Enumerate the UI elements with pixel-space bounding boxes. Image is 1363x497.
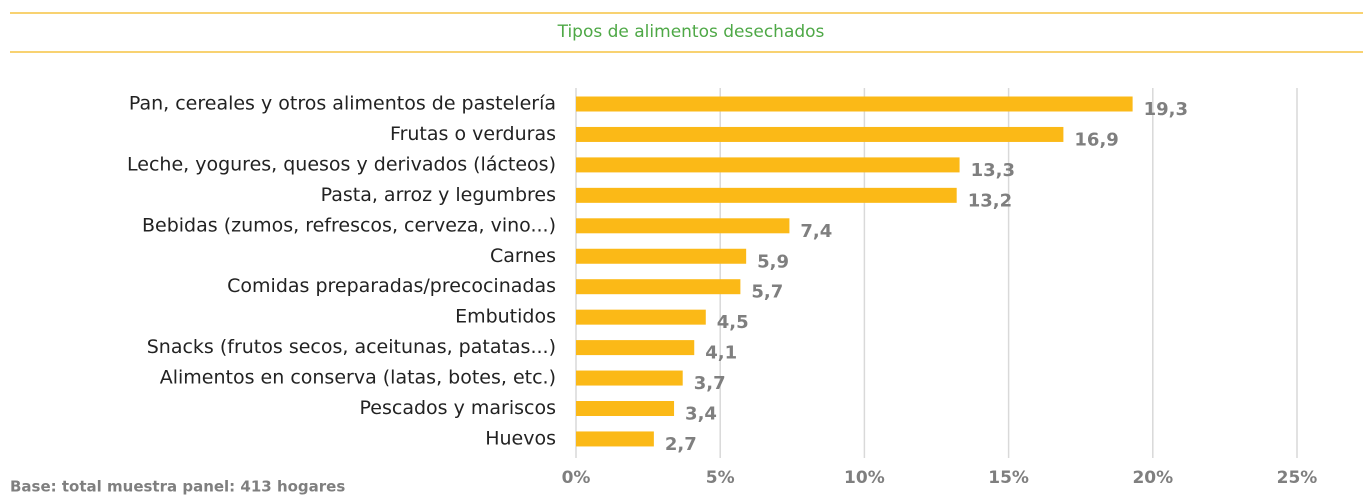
value-label: 5,7 bbox=[751, 282, 783, 303]
y-tick-label: Comidas preparadas/precocinadas bbox=[227, 275, 556, 297]
footnote: Base: total muestra panel: 413 hogares bbox=[10, 478, 345, 496]
y-tick-label: Pasta, arroz y legumbres bbox=[321, 184, 556, 206]
x-tick-label: 25% bbox=[1277, 468, 1318, 488]
value-label: 4,1 bbox=[705, 343, 737, 364]
bar bbox=[576, 340, 695, 356]
value-label: 19,3 bbox=[1144, 99, 1188, 120]
value-label: 4,5 bbox=[717, 312, 749, 333]
y-tick-label: Leche, yogures, quesos y derivados (láct… bbox=[127, 153, 556, 175]
bar bbox=[576, 96, 1133, 112]
chart-title: Tipos de alimentos desechados bbox=[557, 22, 825, 42]
y-tick-label: Huevos bbox=[485, 427, 556, 449]
value-label: 5,9 bbox=[757, 251, 789, 272]
y-tick-label: Alimentos en conserva (latas, botes, etc… bbox=[160, 367, 556, 389]
value-label: 13,3 bbox=[971, 160, 1015, 181]
y-tick-label: Embutidos bbox=[455, 306, 556, 328]
y-tick-label: Frutas o verduras bbox=[390, 123, 556, 145]
bar bbox=[576, 370, 683, 386]
bar bbox=[576, 157, 960, 173]
x-tick-label: 15% bbox=[988, 468, 1029, 488]
x-tick-label: 5% bbox=[706, 468, 735, 488]
bar bbox=[576, 218, 790, 234]
value-label: 2,7 bbox=[665, 434, 697, 455]
value-label: 7,4 bbox=[800, 221, 832, 242]
value-label: 13,2 bbox=[968, 190, 1012, 211]
bar bbox=[576, 126, 1064, 142]
y-tick-label: Snacks (frutos secos, aceitunas, patatas… bbox=[147, 336, 556, 358]
x-tick-label: 20% bbox=[1132, 468, 1173, 488]
x-tick-label: 10% bbox=[844, 468, 885, 488]
bar bbox=[576, 401, 675, 416]
y-tick-label: Pan, cereales y otros alimentos de paste… bbox=[129, 93, 556, 115]
y-tick-label: Pescados y mariscos bbox=[360, 397, 556, 419]
bar bbox=[576, 279, 741, 295]
bar bbox=[576, 187, 957, 203]
bar bbox=[576, 248, 747, 264]
x-tick-label: 0% bbox=[562, 468, 591, 488]
value-label: 3,4 bbox=[685, 404, 717, 425]
bar bbox=[576, 309, 706, 325]
value-label: 3,7 bbox=[694, 373, 726, 394]
y-tick-label: Bebidas (zumos, refrescos, cerveza, vino… bbox=[142, 214, 556, 236]
y-tick-label: Carnes bbox=[490, 245, 556, 267]
bar bbox=[576, 431, 654, 447]
value-label: 16,9 bbox=[1074, 129, 1118, 150]
